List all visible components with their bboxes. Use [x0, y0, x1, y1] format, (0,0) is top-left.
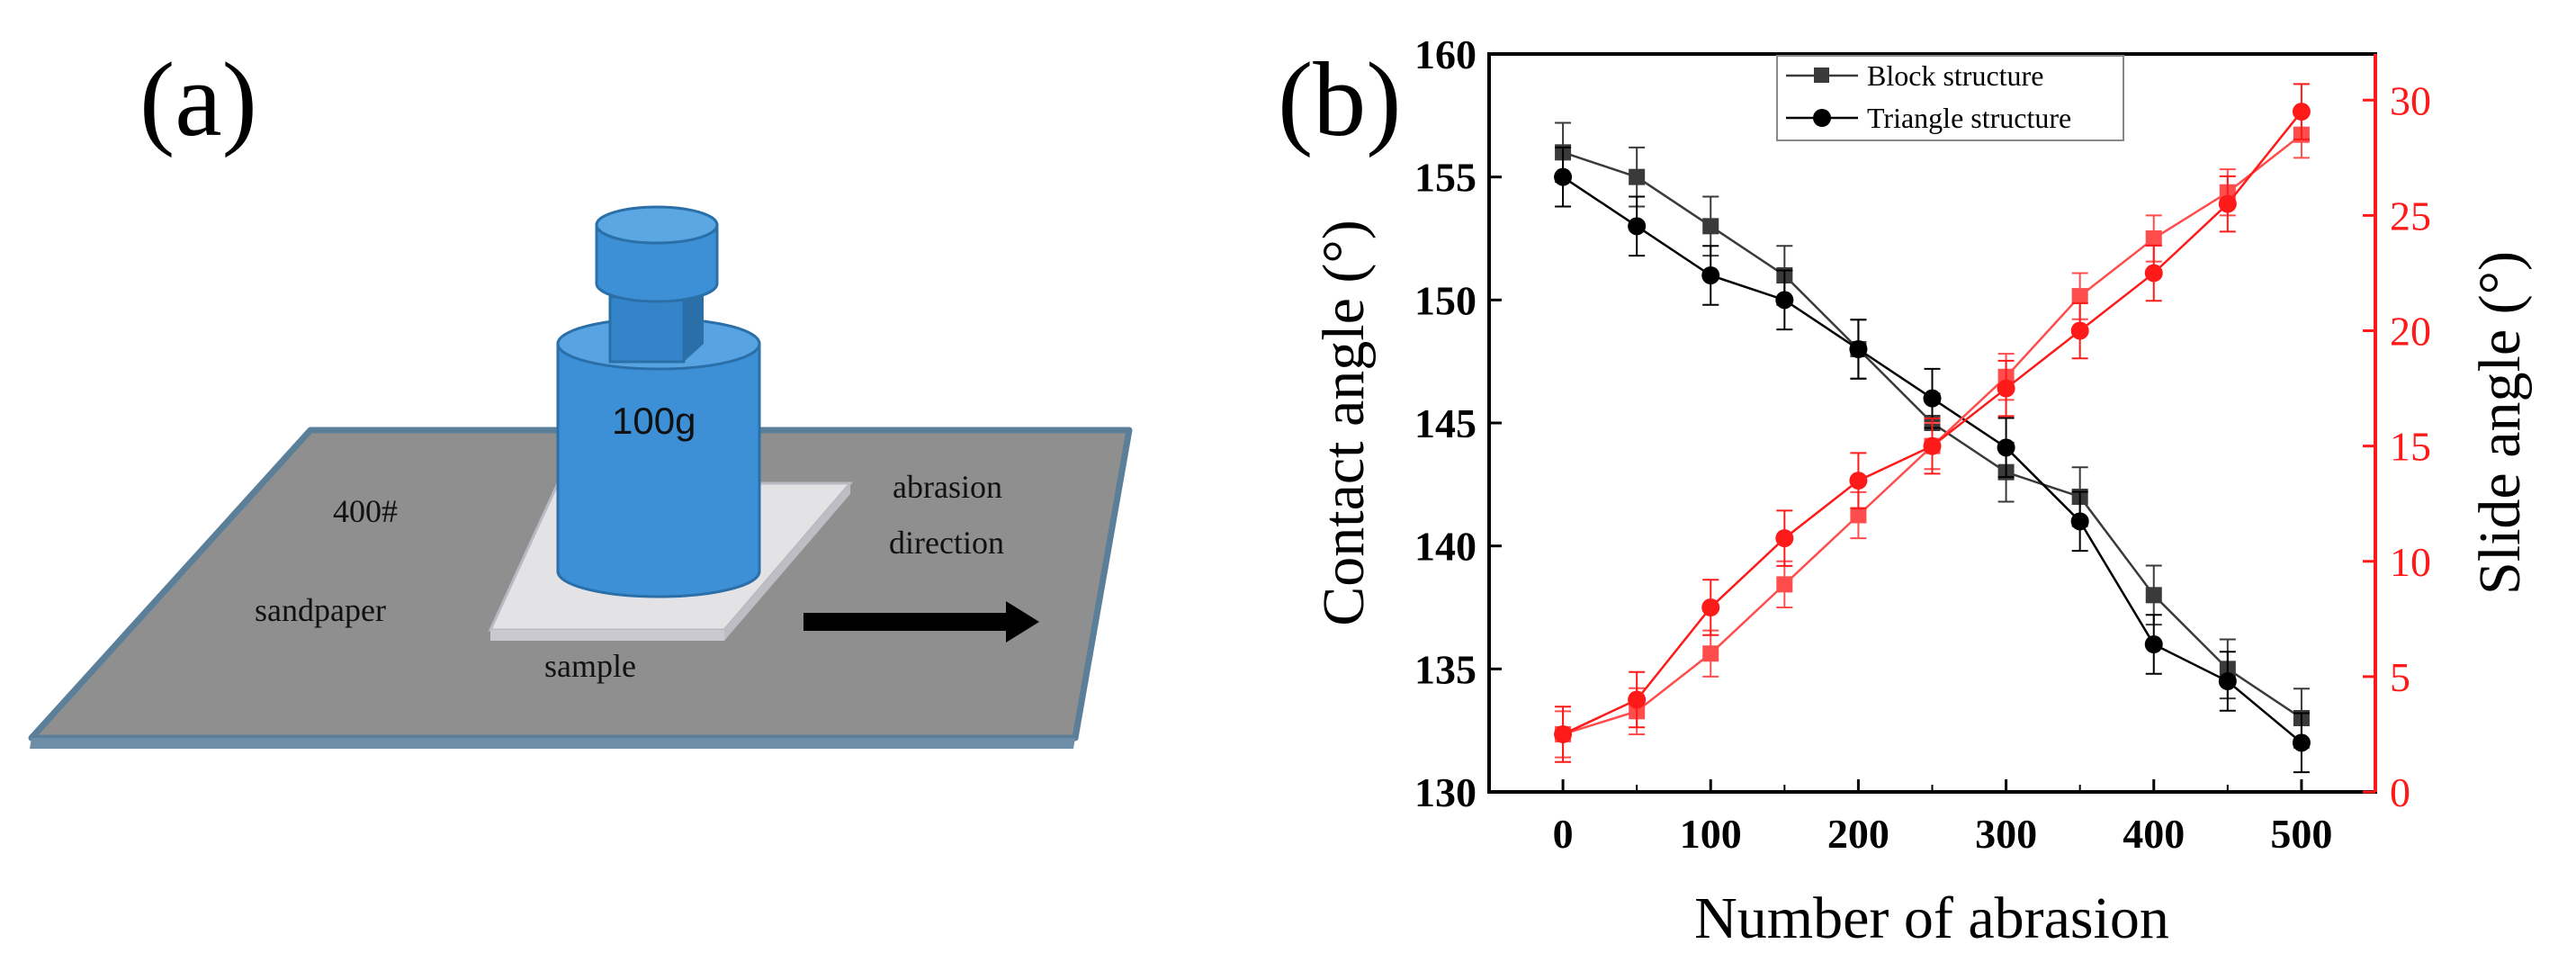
sample-label: sample: [544, 648, 636, 684]
data-point: [1775, 529, 1794, 548]
data-point: [1849, 340, 1868, 358]
weight-neck-side: [684, 281, 704, 362]
legend-label-block: Block structure: [1867, 59, 2043, 92]
data-point: [1775, 291, 1794, 310]
data-point: [2145, 587, 2162, 604]
y-tick-label: 130: [1414, 769, 1476, 815]
direction-label-line1: abrasion: [893, 469, 1002, 505]
sample-plate-edge: [490, 630, 724, 641]
weight-neck: [608, 295, 686, 364]
data-point: [1628, 690, 1647, 709]
series-triangle-slide-angle: [1554, 83, 2311, 763]
y-tick-label: 135: [1414, 646, 1476, 692]
sandpaper-sheet-edge: [30, 738, 1075, 749]
direction-label-line2: direction: [889, 525, 1004, 561]
x-tick-label: 500: [2270, 811, 2332, 857]
panel-a-label: (a): [139, 40, 257, 158]
x-tick-label: 0: [1553, 811, 1574, 857]
weight-body: [556, 342, 761, 598]
data-point: [2218, 194, 2237, 213]
panel-b: (b) 0 100 200 300 400 500 1301351401451501551…: [1278, 31, 2533, 951]
x-tick-labels: 0 100 200 300 400 500: [1553, 811, 2333, 857]
x-tick-label: 300: [1975, 811, 2037, 857]
y-tick-label: 145: [1414, 400, 1476, 446]
data-point: [2144, 635, 2163, 653]
legend-marker-block: [1814, 67, 1829, 83]
data-point: [1923, 436, 1942, 455]
y-tick-label: 140: [1414, 524, 1476, 570]
x-tick-label: 100: [1680, 811, 1742, 857]
y2-tick-label: 15: [2390, 424, 2431, 470]
y2-tick-label: 30: [2390, 77, 2431, 123]
series-layer: [1554, 83, 2311, 774]
data-point: [2292, 103, 2311, 121]
x-tick-label: 400: [2123, 811, 2185, 857]
y2-tick-label: 20: [2390, 309, 2431, 355]
sample-plate-side: [724, 483, 850, 641]
y2-tick-label: 5: [2390, 654, 2410, 700]
data-point: [1702, 218, 1719, 235]
x-tick-label: 200: [1827, 811, 1889, 857]
abrasion-arrow-head: [1006, 601, 1039, 643]
y-tick-label: 155: [1414, 155, 1476, 201]
legend: Block structure Triangle structure: [1776, 55, 2124, 141]
data-point: [1776, 576, 1793, 593]
legend-box: [1776, 55, 2124, 141]
data-point: [1850, 507, 1867, 524]
y2-tick-label: 25: [2390, 193, 2431, 238]
legend-marker-triangle: [1813, 109, 1831, 127]
y2-axis-title: Slide angle (°): [2467, 251, 2533, 595]
data-point: [2071, 288, 2088, 305]
grit-label: 400#: [333, 493, 398, 529]
data-point: [2145, 230, 2162, 247]
data-point: [2070, 321, 2089, 340]
data-point: [1628, 217, 1647, 236]
data-point: [2070, 512, 2089, 531]
data-point: [1849, 472, 1868, 490]
weight-label: 100g: [612, 400, 696, 442]
data-point: [1629, 168, 1646, 185]
weight-head-top: [595, 205, 719, 245]
data-point: [1701, 598, 1720, 616]
data-point: [1997, 438, 2015, 457]
data-point: [1702, 645, 1719, 662]
y-tick-label: 160: [1414, 31, 1476, 77]
y2-tick-label: 10: [2390, 539, 2431, 585]
abrasion-arrow-shaft: [803, 613, 1019, 631]
legend-label-triangle: Triangle structure: [1867, 102, 2071, 134]
panel-a: (a) 100g 400# sandpaper sample abrasion …: [28, 40, 1133, 749]
data-point: [2144, 264, 2163, 283]
data-point: [1997, 379, 2015, 398]
sandpaper-label: sandpaper: [255, 592, 386, 628]
y-tick-label: 150: [1414, 277, 1476, 323]
x-axis-title: Number of abrasion: [1694, 886, 2169, 951]
data-point: [2292, 733, 2311, 752]
data-point: [1923, 389, 1942, 408]
y-tick-labels: 130 135 140 145 150 155 160: [1414, 31, 1476, 815]
axis-ticks: [1489, 52, 2377, 794]
panel-b-label: (b): [1278, 40, 1402, 158]
data-point: [1554, 167, 1573, 186]
y2-tick-label: 0: [2390, 769, 2410, 815]
y2-tick-labels: 0 5 10 15 20 25 30: [2390, 77, 2431, 815]
data-point: [1554, 724, 1573, 743]
y-axis-title: Contact angle (°): [1311, 220, 1377, 626]
weight-head: [595, 223, 719, 303]
data-point: [1701, 266, 1720, 284]
data-point: [2218, 672, 2237, 690]
